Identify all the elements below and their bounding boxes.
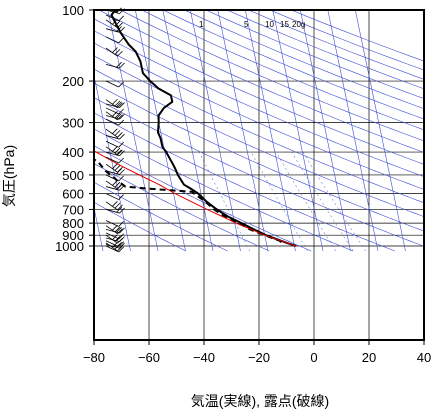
dry-adiabat-line [94, 97, 424, 247]
y-tick-label: 200 [62, 74, 84, 89]
dry-adiabat-line [184, 10, 424, 110]
wind-barb [105, 201, 123, 211]
wind-barb [105, 232, 124, 240]
wind-barb [105, 242, 123, 252]
dry-adiabat-line [94, 145, 312, 252]
mixing-ratio-label: 1 [199, 20, 204, 29]
isotherm-line [107, 10, 159, 252]
mixing-ratio-label: 5 [244, 20, 249, 29]
dry-adiabat-line [94, 82, 424, 232]
dry-adiabat-line [94, 68, 424, 217]
dry-adiabat-line [94, 181, 228, 252]
y-tick-label: 900 [62, 228, 84, 243]
dry-adiabat-line [94, 112, 395, 252]
isotherm-line [245, 10, 296, 252]
isotherm-line [0, 10, 21, 251]
y-tick-label: 800 [62, 216, 84, 231]
wind-barb [105, 224, 123, 235]
x-tick-label: −60 [138, 350, 160, 365]
series-layer [94, 10, 297, 247]
plot-frame [93, 9, 425, 341]
wind-barb [105, 174, 124, 182]
x-tick-label: −40 [193, 350, 215, 365]
dry-adiabat-line [94, 201, 186, 252]
mixing-ratio-label: 10 [265, 20, 274, 29]
temperature-profile-line [110, 10, 297, 247]
wind-barb [105, 61, 125, 69]
isotherm-line [272, 10, 324, 252]
isotherm-line [300, 10, 351, 252]
wind-barb [105, 107, 124, 115]
wind-barb [105, 113, 125, 120]
adiabat-layer [0, 10, 424, 252]
mixing-ratio-line [275, 151, 336, 252]
isotherm-line [190, 10, 241, 252]
isotherm-line [355, 10, 406, 252]
dry-adiabat-line [94, 55, 424, 204]
y-tick-label: 700 [62, 202, 84, 217]
x-tick-label: 0 [310, 350, 317, 365]
dry-adiabat-line [98, 10, 424, 153]
dry-adiabat-line [94, 18, 424, 165]
isotherm-line [162, 10, 214, 252]
wind-barb [105, 245, 124, 253]
dry-adiabat-line [205, 10, 424, 99]
wind-barb [105, 80, 124, 88]
y-axis-title: 気圧(hPa) [1, 145, 17, 207]
x-tick-label: 40 [417, 350, 431, 365]
mixing-ratio-line [302, 151, 366, 252]
y-tick-label: 400 [62, 145, 84, 160]
isotherm-line [135, 10, 186, 252]
mixing-ratio-line [250, 151, 308, 252]
wind-barb [105, 193, 124, 200]
mixing-ratio-label: 15 [280, 20, 289, 29]
wind-barb [105, 234, 123, 244]
wind-barb [105, 36, 124, 44]
x-axis-title: 気温(実線), 露点(破線) [191, 393, 329, 409]
x-tick-label: 20 [362, 350, 376, 365]
grid-layer [89, 9, 425, 345]
wind-barb [105, 220, 124, 227]
parcel-profile-line [94, 150, 297, 247]
y-tick-label: 500 [62, 168, 84, 183]
x-tick-label: −20 [248, 350, 270, 365]
dry-adiabat-line [269, 10, 424, 71]
wind-barb [105, 146, 123, 156]
x-tick-label: −80 [83, 350, 105, 365]
dry-adiabat-line [94, 163, 270, 252]
wind-barb [105, 226, 125, 234]
dry-adiabat-line [162, 10, 424, 120]
wind-barb [105, 98, 123, 109]
dry-adiabat-line [94, 128, 354, 252]
wind-barb [105, 180, 123, 190]
y-tick-label: 100 [62, 3, 84, 18]
mixing-ratio-line [291, 151, 354, 252]
y-tick-label: 1000 [55, 239, 84, 254]
wind-barb [105, 47, 123, 57]
isotherm-line [327, 10, 379, 252]
dry-adiabat-line [226, 10, 424, 90]
wind-barb [105, 26, 125, 33]
wind-barb [105, 206, 125, 214]
mixing-ratio-label: 20g [292, 20, 305, 29]
dry-adiabat-line [141, 10, 424, 131]
wind-barb [105, 156, 124, 164]
wind-barb [105, 240, 124, 248]
dry-adiabat-line [120, 10, 424, 142]
wind-barb [105, 101, 125, 108]
dry-adiabat-line [94, 30, 424, 178]
y-tick-label: 600 [62, 187, 84, 202]
wind-barb [105, 118, 124, 126]
wind-barbs [105, 7, 125, 253]
wind-barb [105, 140, 124, 148]
isotherm-line [0, 10, 48, 251]
wind-barb [105, 128, 123, 138]
wind-barb [105, 14, 124, 22]
y-tick-label: 300 [62, 116, 84, 131]
wind-barb [105, 163, 123, 173]
dewpoint-profile-line [94, 158, 282, 244]
